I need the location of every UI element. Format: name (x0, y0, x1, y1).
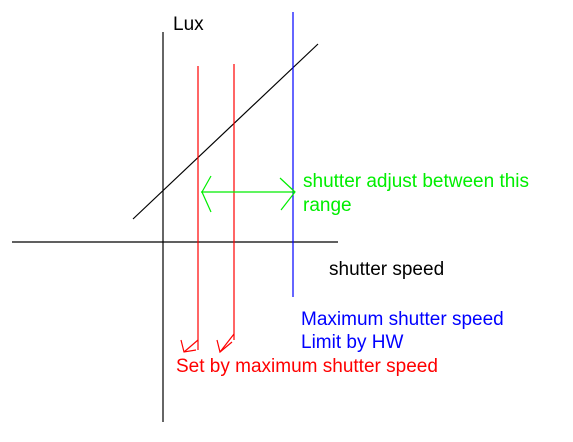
range-arrow-right-head (279, 177, 296, 211)
hw-limit-label-line-2: Limit by HW (301, 332, 404, 353)
hw-limit-label-line-1: Maximum shutter speed (301, 309, 504, 330)
set-limit-arrow-1-shaft (183, 339, 199, 353)
range-arrow-left-head (201, 175, 212, 213)
y-axis-label: Lux (173, 14, 204, 35)
range-label-line-2: range (303, 195, 352, 216)
set-limit-arrow-1 (180, 339, 197, 353)
x-axis-label: shutter speed (329, 259, 445, 280)
set-limit-arrow-2-shaft (219, 333, 235, 353)
set-limit-label: Set by maximum shutter speed (176, 356, 438, 377)
range-label-line-1: shutter adjust between this (303, 171, 530, 192)
lux-curve (132, 43, 319, 220)
